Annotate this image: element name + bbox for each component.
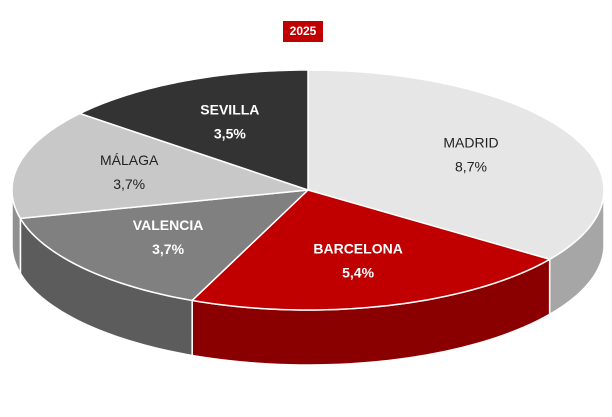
value-label: 8,7%	[455, 159, 487, 175]
value-label: 5,4%	[342, 264, 374, 280]
category-label: MÁLAGA	[100, 152, 159, 168]
slice	[19, 189, 311, 302]
slice	[77, 69, 309, 192]
slice	[11, 112, 309, 220]
slice	[190, 189, 552, 311]
chart-title: 2025	[290, 24, 317, 38]
value-label: 3,7%	[113, 176, 145, 192]
value-label: 3,5%	[214, 125, 246, 141]
value-label: 3,7%	[152, 241, 184, 257]
category-label: MADRID	[443, 135, 498, 151]
category-label: VALENCIA	[133, 217, 204, 233]
slice	[307, 69, 605, 261]
category-label: BARCELONA	[313, 240, 402, 256]
category-label: SEVILLA	[200, 101, 259, 117]
title-box	[283, 21, 323, 42]
